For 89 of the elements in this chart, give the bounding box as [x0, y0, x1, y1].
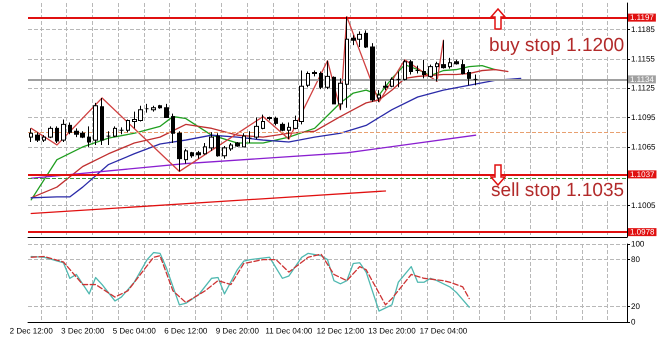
candlestick: [403, 59, 407, 81]
candlestick: [29, 128, 33, 143]
candlestick: [422, 59, 426, 79]
x-tick-label: 11 Dec 04:00: [265, 326, 313, 336]
candlestick: [280, 122, 285, 132]
candlestick: [42, 134, 46, 143]
line-series: [30, 16, 444, 172]
candlestick: [473, 74, 478, 86]
candlestick: [332, 76, 336, 104]
candlestick: [274, 116, 278, 126]
candlestick: [222, 145, 227, 160]
candlestick: [100, 97, 104, 146]
candlestick: [454, 59, 459, 66]
candlestick: [364, 30, 368, 49]
candlestick: [242, 132, 246, 148]
annotation: buy stop 1.1200: [489, 35, 624, 56]
x-tick-label: 12 Dec 12:00: [316, 326, 365, 336]
candlestick: [377, 90, 381, 102]
candlestick: [164, 103, 169, 118]
y-tick-label: 0: [631, 318, 636, 326]
candlestick: [203, 142, 207, 156]
candlestick: [261, 114, 265, 130]
candlestick: [428, 64, 433, 78]
candlestick: [126, 119, 130, 133]
candlestick: [441, 40, 446, 70]
ref-line-label: 1.1197: [630, 13, 654, 22]
candlestick: [184, 148, 188, 164]
y-tick-label: 1.1155: [631, 54, 656, 64]
candlestick: [248, 130, 252, 144]
candlestick: [338, 78, 343, 110]
candlestick: [145, 103, 149, 114]
candlestick: [229, 142, 233, 152]
candlestick: [190, 151, 194, 158]
candlestick: [87, 126, 91, 148]
candlestick: [287, 122, 291, 140]
candlestick: [93, 102, 98, 146]
candlestick: [235, 142, 240, 148]
line-series: [30, 134, 476, 179]
candlestick: [216, 132, 220, 158]
candlestick: [312, 70, 317, 77]
candlestick: [415, 65, 420, 74]
y-tick-label: 1.1005: [631, 201, 656, 210]
candlestick: [196, 150, 201, 160]
candlestick: [396, 71, 401, 88]
ref-line-label: 1.1037: [630, 170, 656, 179]
candlestick: [113, 126, 117, 138]
ref-line-label: 1.0978: [630, 228, 656, 237]
candlestick: [209, 132, 214, 152]
candlestick: [383, 80, 388, 91]
y-tick-label: 1.1185: [631, 24, 656, 34]
x-tick-label: 13 Dec 20:00: [368, 326, 416, 336]
candlestick: [254, 117, 259, 140]
y-tick-label: 1.1095: [631, 113, 656, 122]
y-tick-label: 100: [631, 240, 645, 248]
y-tick-label: 20: [631, 302, 640, 311]
candlestick: [448, 57, 452, 70]
candlestick: [48, 126, 53, 139]
candlestick: [151, 105, 156, 112]
candlestick: [68, 122, 72, 135]
candlestick: [409, 59, 413, 75]
candlestick: [177, 130, 182, 172]
candlestick: [345, 16, 349, 108]
x-tick-label: 17 Dec 04:00: [420, 326, 468, 336]
annotation: sell stop 1.1035: [491, 180, 624, 201]
x-tick-label: 5 Dec 04:00: [112, 326, 156, 336]
candlestick: [267, 116, 272, 121]
candlestick: [370, 42, 375, 102]
y-tick-label: 1.1125: [631, 84, 656, 93]
candlestick: [171, 113, 175, 144]
x-tick-label: 9 Dec 20:00: [216, 326, 260, 336]
candlestick: [319, 71, 323, 90]
candlestick: [55, 126, 59, 144]
x-tick-label: 2 Dec 12:00: [10, 326, 54, 336]
candlestick: [461, 59, 465, 75]
candlestick: [390, 76, 394, 88]
candlestick: [61, 119, 66, 143]
y-tick-label: 1.1065: [631, 142, 656, 152]
ref-line-label: 1.1134: [630, 74, 654, 84]
candlestick: [467, 69, 471, 86]
x-tick-label: 6 Dec 12:00: [164, 326, 208, 336]
candlestick: [158, 104, 162, 110]
candlestick: [119, 126, 124, 135]
candlestick: [435, 61, 439, 82]
candlestick: [35, 132, 40, 143]
candlestick: [325, 60, 330, 90]
x-tick-label: 3 Dec 20:00: [61, 326, 105, 336]
y-tick-label: 80: [631, 255, 640, 264]
candlestick: [306, 71, 310, 88]
candlestick: [106, 130, 111, 146]
